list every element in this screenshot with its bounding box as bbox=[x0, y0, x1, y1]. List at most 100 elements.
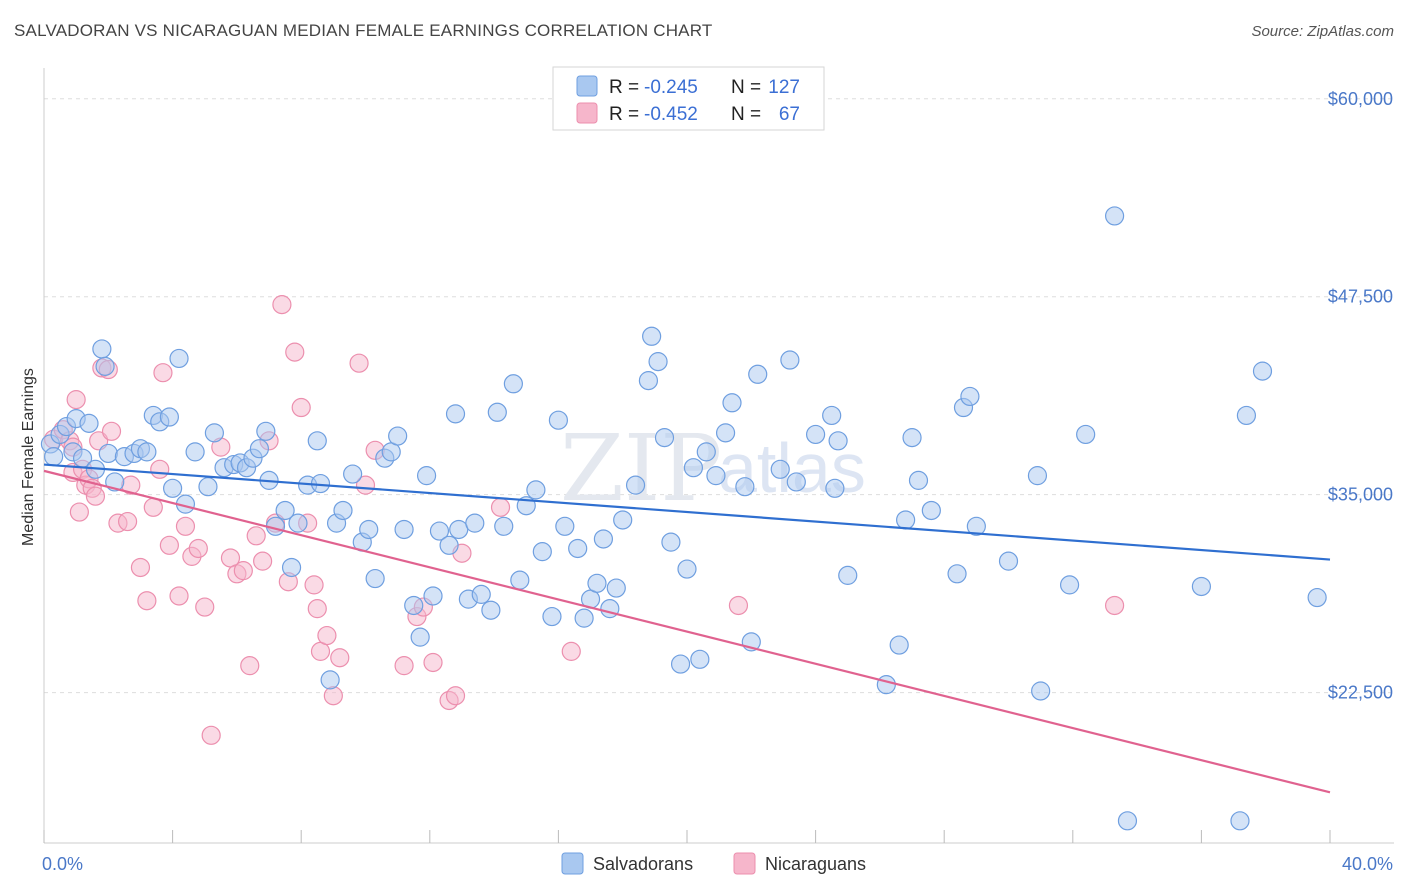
nicaraguan-point bbox=[153, 363, 173, 383]
nicaraguan-point bbox=[85, 486, 106, 506]
salvadoran-point bbox=[159, 407, 179, 427]
nicaraguan-point bbox=[143, 497, 163, 517]
salvadoran-point bbox=[1027, 466, 1048, 486]
legend-n-label-pink: N = bbox=[731, 104, 761, 125]
legend-label-nicaraguans: Nicaraguans bbox=[765, 854, 866, 874]
salvadoran-point bbox=[642, 326, 662, 346]
salvadoran-point bbox=[204, 423, 224, 443]
salvadoran-point bbox=[606, 578, 626, 598]
salvadoran-point bbox=[320, 670, 340, 690]
salvadoran-point bbox=[683, 458, 704, 478]
salvadoran-point bbox=[780, 350, 800, 370]
salvadoran-point bbox=[343, 464, 363, 484]
nicaraguan-point bbox=[188, 538, 208, 559]
salvadoran-point bbox=[198, 477, 218, 497]
salvadoran-point bbox=[423, 586, 443, 606]
salvadoran-point bbox=[163, 478, 183, 498]
salvadoran-point bbox=[1236, 405, 1257, 426]
y-tick-label: $22,500 bbox=[1328, 683, 1393, 703]
nicaraguan-point bbox=[150, 459, 170, 479]
salvadoran-point bbox=[715, 423, 736, 443]
nicaraguan-point bbox=[349, 353, 369, 373]
nicaraguan-point bbox=[66, 390, 86, 410]
nicaraguan-point bbox=[304, 575, 324, 595]
salvadoran-point bbox=[98, 443, 118, 464]
salvadoran-point bbox=[625, 475, 646, 495]
correlation-legend: R = -0.245 N = 127 R = -0.452 N = 67 bbox=[552, 66, 825, 131]
salvadoran-point bbox=[825, 478, 845, 498]
salvadoran-point bbox=[1104, 206, 1125, 226]
salvadoran-point bbox=[670, 654, 691, 674]
salvadoran-point bbox=[1230, 811, 1250, 831]
salvadoran-point bbox=[613, 510, 633, 530]
legend-n-value-pink: 67 bbox=[779, 104, 800, 125]
salvadoran-point bbox=[587, 573, 607, 593]
legend-swatch-salvadorans bbox=[561, 852, 584, 875]
salvadoran-point bbox=[548, 410, 569, 430]
salvadoran-point bbox=[998, 551, 1019, 571]
salvadoran-point bbox=[481, 600, 501, 620]
nicaraguan-point bbox=[246, 526, 266, 546]
salvadoran-point bbox=[661, 532, 681, 552]
salvadoran-point bbox=[706, 466, 726, 486]
salvadoran-point bbox=[185, 442, 205, 462]
legend-r-label-blue: R = bbox=[609, 77, 639, 98]
trend-lines bbox=[43, 463, 1331, 794]
nicaraguan-point bbox=[728, 595, 749, 616]
source-label: Source: ZipAtlas.com bbox=[1251, 23, 1394, 40]
salvadoran-point bbox=[510, 570, 530, 590]
salvadoran-point bbox=[677, 559, 697, 579]
nicaraguan-point bbox=[323, 686, 343, 706]
salvadoran-point bbox=[889, 635, 909, 655]
salvadoran-point bbox=[256, 421, 276, 441]
series-legend: Salvadorans Nicaraguans bbox=[561, 852, 866, 875]
salvadoran-point bbox=[722, 393, 742, 413]
salvadoran-point bbox=[169, 348, 189, 369]
salvadoran-point bbox=[429, 521, 450, 541]
legend-swatch-blue bbox=[576, 75, 598, 97]
salvadoran-point bbox=[333, 500, 353, 521]
nicaraguan-point bbox=[1104, 595, 1125, 616]
legend-label-salvadorans: Salvadorans bbox=[593, 854, 693, 874]
salvadoran-point bbox=[574, 608, 594, 628]
y-tick-labels: $22,500 $35,000 $47,500 $60,000 bbox=[1328, 89, 1393, 703]
nicaraguan-point bbox=[137, 591, 157, 611]
nicaraguan-point bbox=[394, 656, 414, 676]
salvadoran-point bbox=[439, 535, 459, 555]
nicaraguan-point bbox=[307, 599, 327, 619]
nicaraguan-point bbox=[490, 497, 511, 517]
nicaraguan-point bbox=[101, 421, 122, 441]
salvadoran-point bbox=[79, 413, 99, 433]
salvadoran-point bbox=[449, 519, 469, 540]
salvadoran-point bbox=[748, 364, 768, 384]
salvadoran-point bbox=[394, 519, 414, 540]
salvadoran-point bbox=[1252, 361, 1273, 381]
salvadoran-point bbox=[404, 595, 424, 616]
salvadoran-point bbox=[281, 557, 302, 578]
salvadoran-point bbox=[638, 371, 659, 391]
nicaraguan-point bbox=[233, 561, 253, 581]
salvadoran-point bbox=[359, 519, 379, 540]
legend-r-value-pink: -0.452 bbox=[644, 104, 698, 125]
salvadoran-point bbox=[410, 627, 430, 647]
salvadoran-point bbox=[770, 459, 790, 479]
salvadoran-point bbox=[307, 431, 327, 451]
salvadoran-point bbox=[838, 565, 858, 585]
salvadoran-point bbox=[95, 356, 115, 376]
y-tick-label: $35,000 bbox=[1328, 485, 1393, 505]
nicaraguan-point bbox=[291, 397, 311, 418]
nicaraguan-point bbox=[445, 686, 466, 706]
axes bbox=[43, 68, 1394, 844]
salvadoran-point bbox=[288, 513, 308, 533]
salvadoran-point bbox=[1117, 811, 1138, 831]
salvadoran-point bbox=[471, 584, 491, 604]
y-axis-title: Median Female Earnings bbox=[20, 368, 37, 546]
salvadoran-point bbox=[896, 510, 916, 530]
salvadoran-point bbox=[822, 405, 842, 426]
legend-r-label-pink: R = bbox=[609, 104, 639, 125]
chart-title: SALVADORAN VS NICARAGUAN MEDIAN FEMALE E… bbox=[14, 21, 713, 40]
salvadoran-point bbox=[876, 675, 896, 695]
gridlines bbox=[44, 98, 1394, 694]
salvadoran-point bbox=[828, 431, 848, 451]
salvadoran-point bbox=[555, 516, 575, 536]
